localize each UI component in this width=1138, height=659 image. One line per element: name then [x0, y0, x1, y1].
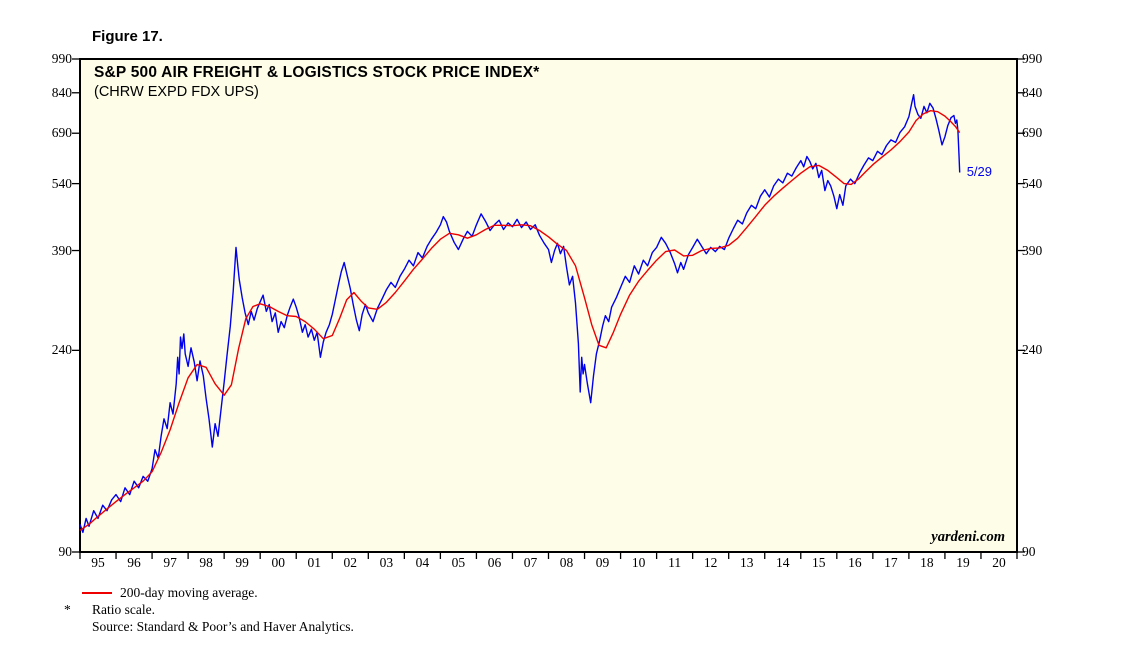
x-axis-tick-label: 98	[199, 555, 213, 570]
y-axis-tick-label: 90	[58, 544, 73, 559]
x-axis-tick-label: 13	[739, 555, 754, 570]
y-axis-tick-label: 840	[51, 84, 72, 100]
y-axis-tick-label: 390	[1022, 242, 1043, 258]
x-axis-tick-label: 16	[848, 555, 862, 570]
x-axis-tick-label: 10	[631, 555, 646, 570]
y-axis-tick-label: 390	[51, 242, 72, 258]
ratio-scale-note: Ratio scale.	[92, 602, 155, 617]
x-axis-tick-label: 03	[379, 555, 394, 570]
x-axis-tick-label: 18	[920, 555, 934, 570]
x-axis-tick-label: 06	[487, 555, 502, 570]
y-axis-tick-label: 990	[51, 51, 72, 66]
x-axis-tick-label: 09	[595, 555, 610, 570]
yardeni-watermark: yardeni.com	[931, 529, 1005, 545]
x-axis-tick-label: 00	[271, 555, 285, 570]
x-axis-tick-label: 19	[956, 555, 970, 570]
x-axis-tick-label: 07	[523, 555, 538, 570]
x-axis-tick-label: 04	[415, 555, 430, 570]
x-axis-tick-label: 20	[992, 555, 1006, 570]
ma-legend-label: 200-day moving average.	[120, 585, 258, 600]
x-axis-tick-label: 01	[307, 555, 322, 570]
chart-title: S&P 500 AIR FREIGHT & LOGISTICS STOCK PR…	[94, 64, 540, 81]
y-axis-tick-label: 240	[51, 342, 72, 358]
ma-legend-line-swatch	[82, 592, 112, 594]
endpoint-date-label: 5/29	[966, 163, 992, 179]
x-axis-tick-label: 97	[163, 555, 177, 570]
x-axis-tick-label: 96	[127, 555, 141, 570]
x-axis-tick-label: 17	[884, 555, 898, 570]
y-axis-tick-label: 990	[1022, 51, 1043, 66]
x-axis-tick-label: 95	[91, 555, 105, 570]
y-axis-tick-label: 540	[1022, 175, 1043, 191]
price-index-line	[80, 93, 961, 534]
plot-area	[79, 58, 1018, 553]
axis-tick-marks	[72, 58, 1025, 559]
x-axis-tick-label: 11	[668, 555, 682, 570]
y-axis-tick-label: 540	[51, 175, 72, 191]
chart-subtitle: (CHRW EXPD FDX UPS)	[94, 84, 259, 100]
figure-label: Figure 17.	[92, 28, 163, 45]
moving-average-line	[80, 109, 961, 531]
series-lines	[80, 93, 961, 534]
y-axis-tick-label: 240	[1022, 342, 1043, 358]
y-axis-tick-label: 840	[1022, 84, 1043, 100]
y-axis-tick-label: 90	[1022, 544, 1036, 559]
source-note: Source: Standard & Poor’s and Haver Anal…	[92, 619, 354, 634]
y-axis-tick-label: 690	[1022, 125, 1043, 141]
x-axis-tick-label: 08	[559, 555, 574, 570]
x-axis-tick-label: 05	[451, 555, 466, 570]
x-axis-tick-label: 15	[812, 555, 826, 570]
x-axis-tick-label: 99	[235, 555, 249, 570]
x-axis-tick-label: 12	[703, 555, 718, 570]
x-axis-tick-label: 02	[343, 555, 358, 570]
y-axis-tick-label: 690	[51, 125, 72, 141]
ratio-scale-asterisk: *	[64, 602, 71, 617]
x-axis-tick-label: 14	[776, 555, 790, 570]
